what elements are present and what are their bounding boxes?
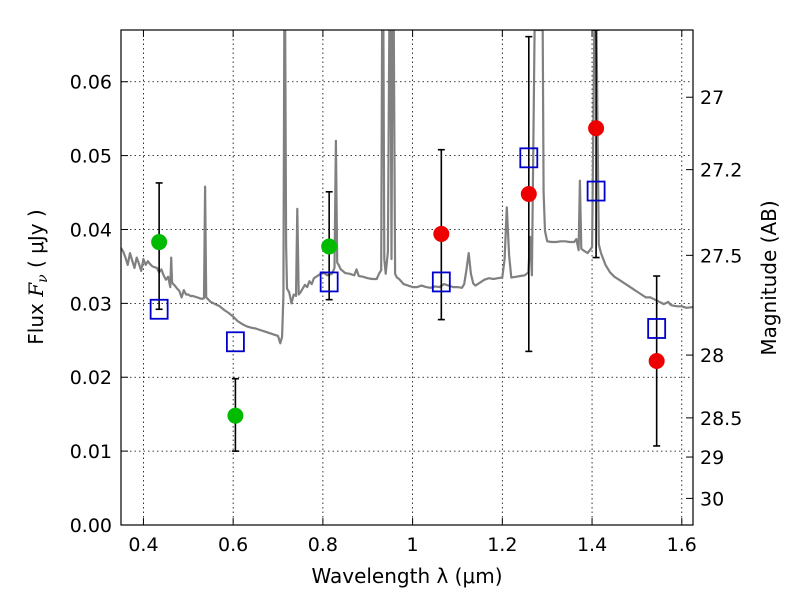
right-tick-label: 28 [700, 345, 724, 367]
axis-ticks [121, 30, 693, 526]
x-tick-label: 1.6 [667, 534, 697, 556]
y-tick-label: 0.05 [70, 146, 112, 168]
data-markers [149, 120, 667, 424]
y-tick-label: 0.02 [70, 367, 112, 389]
data-point-square [149, 298, 169, 320]
right-tick-label: 28.5 [700, 408, 742, 430]
right-tick-label: 27.5 [700, 245, 742, 267]
data-point-circle [227, 407, 244, 424]
x-tick-label: 1.4 [577, 534, 607, 556]
y-axis-label: Flux Fν ( μJy ) [24, 209, 51, 344]
spectrum-line [121, 30, 693, 345]
y-tick-label: 0.06 [70, 72, 112, 94]
x-tick-label: 0.4 [128, 534, 158, 556]
right-axis-label: Magnitude (AB) [757, 200, 781, 355]
data-point-circle [321, 238, 338, 255]
x-tick-label: 0.8 [308, 534, 338, 556]
x-tick-label: 1 [407, 534, 419, 556]
right-tick-label: 27 [700, 87, 724, 109]
plot-frame [120, 29, 694, 526]
x-tick-label: 0.6 [218, 534, 248, 556]
right-tick-label: 27.2 [700, 160, 742, 182]
y-tick-label: 0.04 [70, 219, 112, 241]
x-axis-label: Wavelength λ (μm) [311, 564, 502, 588]
plot-area [121, 30, 693, 452]
y-tick-label: 0.03 [70, 293, 112, 315]
right-tick-labels: 27 27.2 27.5 28 28.5 29 30 [700, 87, 742, 510]
data-point-square [519, 147, 539, 169]
data-point-square [586, 180, 606, 202]
right-tick-label: 30 [700, 488, 724, 510]
right-tick-label: 29 [700, 447, 724, 469]
data-point-circle [151, 234, 168, 251]
data-point-square [647, 318, 667, 339]
data-point-square [225, 331, 245, 353]
data-point-circle [588, 120, 605, 137]
y-tick-label: 0.00 [70, 515, 112, 537]
y-tick-label: 0.01 [70, 441, 112, 463]
data-point-square [431, 271, 451, 293]
data-point-square [319, 271, 339, 293]
y-tick-labels: 0.00 0.01 0.02 0.03 0.04 0.05 0.06 [70, 72, 112, 537]
data-point-circle [520, 186, 537, 203]
data-point-circle [648, 352, 665, 369]
x-tick-labels: 0.4 0.6 0.8 1 1.2 1.4 1.6 [128, 534, 697, 556]
x-tick-label: 1.2 [487, 534, 517, 556]
data-point-circle [433, 225, 450, 242]
